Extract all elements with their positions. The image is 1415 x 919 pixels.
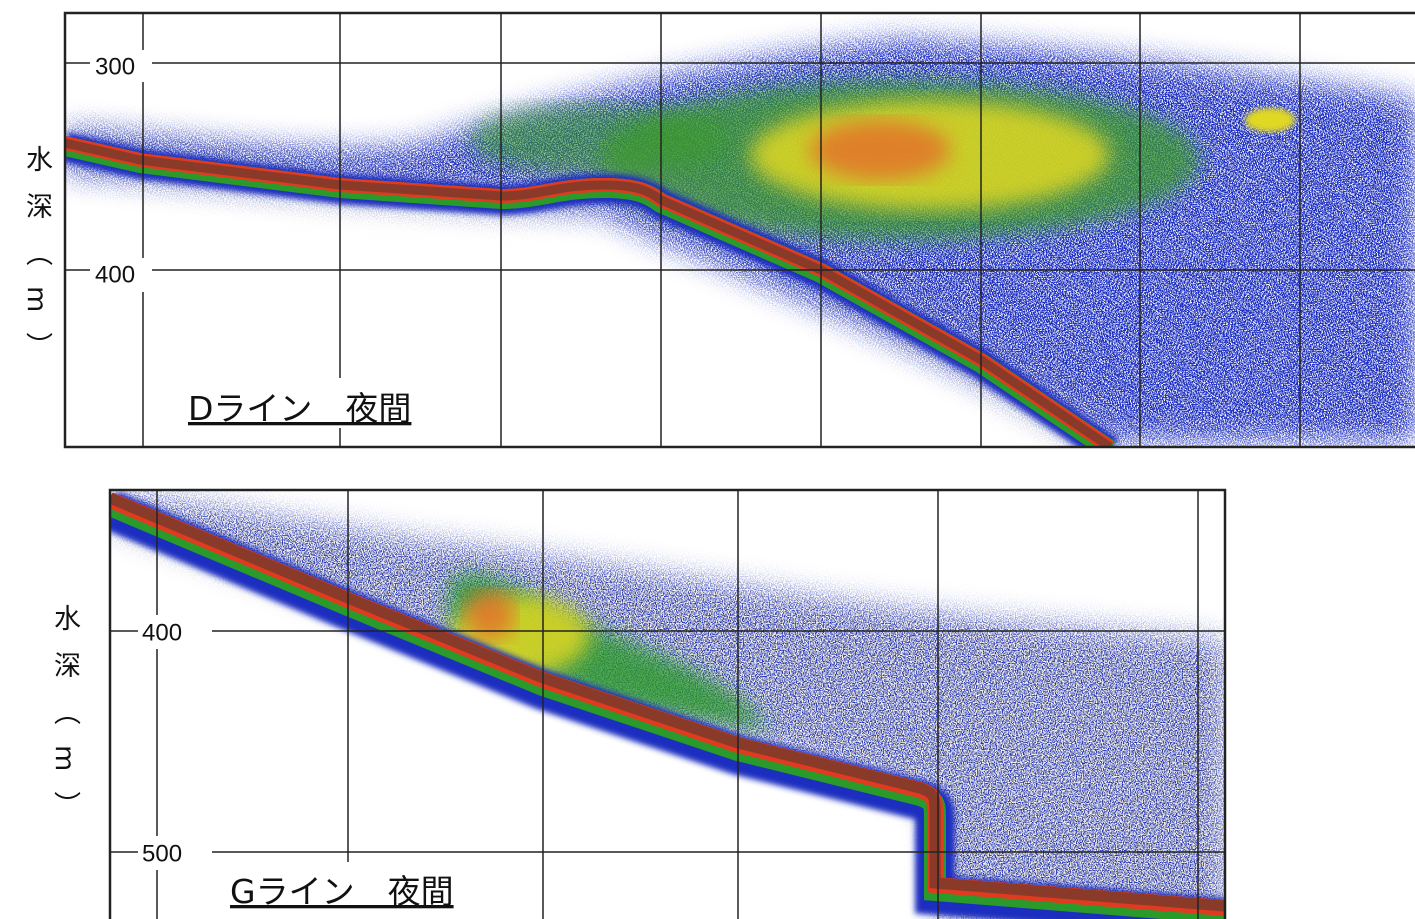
grid-d bbox=[65, 13, 1415, 447]
y-tick-label: 300 bbox=[95, 53, 135, 80]
caption: Gライン 夜間 bbox=[230, 872, 454, 911]
frame-d bbox=[63, 11, 1415, 449]
y-axis-label: 水深（m） bbox=[49, 604, 80, 839]
caption: Dライン 夜間 bbox=[188, 389, 411, 428]
y-tick-label: 400 bbox=[142, 619, 182, 646]
y-tick-label: 500 bbox=[142, 840, 182, 867]
echogram-g bbox=[110, 490, 1225, 919]
y-axis-label: 水深（m） bbox=[21, 145, 52, 380]
y-tick-label: 400 bbox=[95, 261, 135, 288]
echogram-d bbox=[65, 40, 1415, 447]
frame-g bbox=[108, 488, 1227, 919]
